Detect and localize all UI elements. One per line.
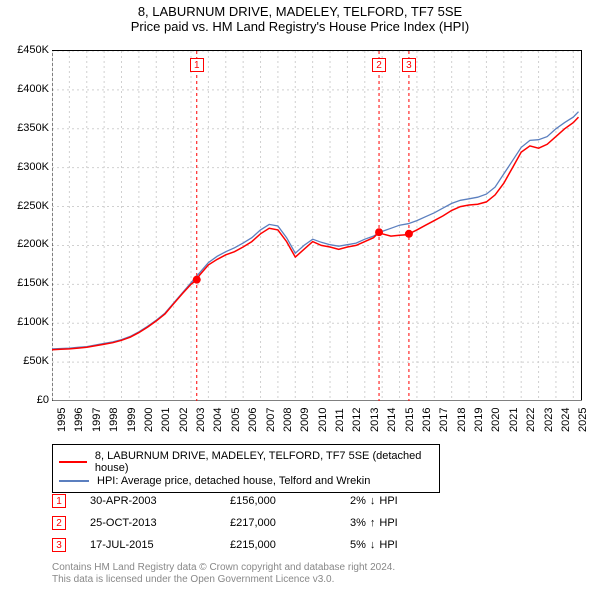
x-tick-label: 2016	[421, 408, 433, 432]
y-tick-label: £50K	[1, 355, 49, 367]
y-tick-label: £300K	[1, 161, 49, 173]
sale-suffix: HPI	[379, 539, 397, 551]
sales-table: 1 30-APR-2003 £156,000 2% ↓ HPI 2 25-OCT…	[52, 490, 572, 556]
legend-row: HPI: Average price, detached house, Telf…	[59, 475, 433, 487]
x-tick-label: 1996	[73, 408, 85, 432]
sale-price: £156,000	[230, 495, 350, 507]
arrow-up-icon: ↑	[370, 517, 376, 529]
sale-diff: 5% ↓ HPI	[350, 539, 398, 551]
sale-diff: 2% ↓ HPI	[350, 495, 398, 507]
x-tick-label: 2013	[369, 408, 381, 432]
y-tick-label: £100K	[1, 316, 49, 328]
sale-marker-on-chart: 3	[402, 58, 416, 72]
x-tick-label: 2021	[508, 408, 520, 432]
x-axis-labels: 1995 1996 1997 1998 1999 2000 2001 2002 2003 2004…	[52, 402, 582, 450]
x-tick-label: 2022	[525, 408, 537, 432]
y-tick-label: £400K	[1, 83, 49, 95]
sale-pct: 5%	[350, 539, 366, 551]
x-tick-label: 2025	[577, 408, 589, 432]
title-block: 8, LABURNUM DRIVE, MADELEY, TELFORD, TF7…	[0, 0, 600, 36]
title-line-address: 8, LABURNUM DRIVE, MADELEY, TELFORD, TF7…	[0, 4, 600, 19]
x-tick-label: 2005	[230, 408, 242, 432]
sale-date: 17-JUL-2015	[90, 539, 230, 551]
y-tick-label: £250K	[1, 200, 49, 212]
x-tick-label: 2019	[473, 408, 485, 432]
sale-row: 3 17-JUL-2015 £215,000 5% ↓ HPI	[52, 534, 572, 556]
footer-attribution: Contains HM Land Registry data © Crown c…	[52, 562, 395, 586]
x-tick-label: 2011	[334, 408, 346, 432]
x-tick-label: 2009	[299, 408, 311, 432]
x-tick-label: 2000	[143, 408, 155, 432]
x-tick-label: 2007	[265, 408, 277, 432]
legend-label: HPI: Average price, detached house, Telf…	[97, 475, 370, 487]
x-tick-label: 2010	[317, 408, 329, 432]
x-tick-label: 2003	[195, 408, 207, 432]
arrow-down-icon: ↓	[370, 495, 376, 507]
legend-swatch	[59, 480, 89, 482]
x-tick-label: 1997	[91, 408, 103, 432]
sale-date: 25-OCT-2013	[90, 517, 230, 529]
title-line-subtitle: Price paid vs. HM Land Registry's House …	[0, 19, 600, 34]
sale-suffix: HPI	[379, 495, 397, 507]
sale-row: 1 30-APR-2003 £156,000 2% ↓ HPI	[52, 490, 572, 512]
y-tick-label: £350K	[1, 122, 49, 134]
sale-pct: 3%	[350, 517, 366, 529]
sale-suffix: HPI	[379, 517, 397, 529]
x-tick-label: 2012	[351, 408, 363, 432]
footer-line: This data is licensed under the Open Gov…	[52, 574, 395, 586]
x-tick-label: 2002	[178, 408, 190, 432]
x-tick-label: 2004	[212, 408, 224, 432]
x-tick-label: 2018	[456, 408, 468, 432]
x-tick-label: 2020	[490, 408, 502, 432]
x-tick-label: 2014	[386, 408, 398, 432]
sale-row: 2 25-OCT-2013 £217,000 3% ↑ HPI	[52, 512, 572, 534]
chart-container: 8, LABURNUM DRIVE, MADELEY, TELFORD, TF7…	[0, 0, 600, 590]
x-tick-label: 2001	[160, 408, 172, 432]
legend-box: 8, LABURNUM DRIVE, MADELEY, TELFORD, TF7…	[52, 444, 440, 493]
x-tick-label: 1999	[126, 408, 138, 432]
arrow-down-icon: ↓	[370, 539, 376, 551]
x-tick-label: 1995	[56, 408, 68, 432]
x-tick-label: 2008	[282, 408, 294, 432]
sale-pct: 2%	[350, 495, 366, 507]
sale-number-marker: 2	[52, 516, 66, 530]
chart-plot-area	[52, 50, 582, 400]
sale-price: £215,000	[230, 539, 350, 551]
x-tick-label: 2006	[247, 408, 259, 432]
sale-price: £217,000	[230, 517, 350, 529]
legend-row: 8, LABURNUM DRIVE, MADELEY, TELFORD, TF7…	[59, 450, 433, 474]
x-tick-label: 2024	[560, 408, 572, 432]
sale-number-marker: 1	[52, 494, 66, 508]
x-tick-label: 2017	[438, 408, 450, 432]
legend-label: 8, LABURNUM DRIVE, MADELEY, TELFORD, TF7…	[95, 450, 433, 474]
x-tick-label: 2015	[404, 408, 416, 432]
footer-line: Contains HM Land Registry data © Crown c…	[52, 562, 395, 574]
legend-swatch	[59, 461, 87, 463]
x-tick-label: 2023	[543, 408, 555, 432]
chart-svg	[52, 51, 582, 401]
y-tick-label: £150K	[1, 277, 49, 289]
y-tick-label: £450K	[1, 44, 49, 56]
sale-number-marker: 3	[52, 538, 66, 552]
sale-marker-on-chart: 1	[190, 58, 204, 72]
sale-date: 30-APR-2003	[90, 495, 230, 507]
x-tick-label: 1998	[108, 408, 120, 432]
sale-marker-on-chart: 2	[372, 58, 386, 72]
sale-diff: 3% ↑ HPI	[350, 517, 398, 529]
y-tick-label: £0	[1, 394, 49, 406]
y-tick-label: £200K	[1, 238, 49, 250]
